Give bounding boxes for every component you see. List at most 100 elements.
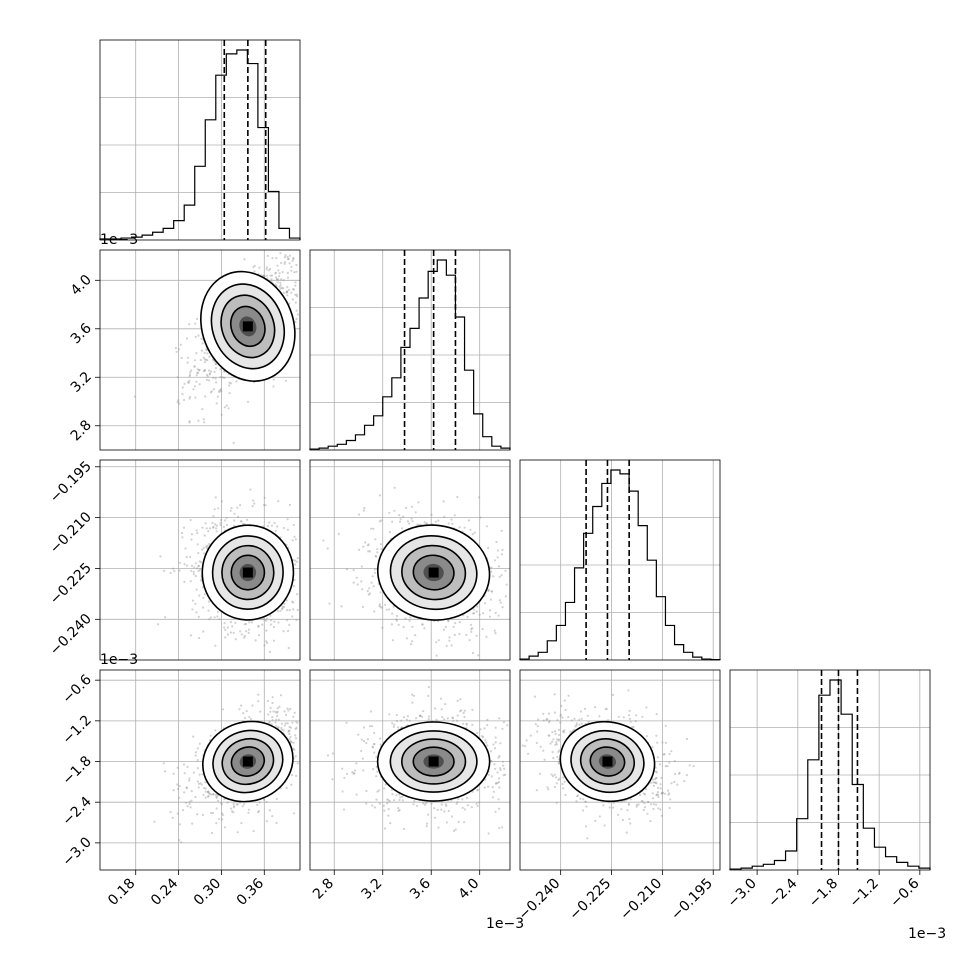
sample-point xyxy=(373,742,376,746)
sample-point xyxy=(361,757,364,760)
sample-point xyxy=(182,526,186,529)
sample-point xyxy=(189,518,192,522)
sample-point xyxy=(379,605,382,609)
sample-point xyxy=(383,827,387,830)
sample-point xyxy=(214,523,217,526)
sample-point xyxy=(257,693,260,696)
sample-point xyxy=(362,769,365,772)
sample-point xyxy=(447,619,450,623)
sample-point xyxy=(163,770,167,773)
sample-point xyxy=(440,808,443,811)
sample-point xyxy=(215,822,218,825)
sample-point xyxy=(494,741,497,744)
sample-point xyxy=(210,390,213,393)
sample-point xyxy=(282,287,285,290)
sample-point xyxy=(501,606,504,609)
sample-point xyxy=(201,813,204,817)
sample-point xyxy=(181,393,184,396)
sample-point xyxy=(287,258,290,261)
sample-point xyxy=(373,610,376,613)
sample-point xyxy=(224,519,227,522)
sample-point xyxy=(213,616,216,619)
sample-point xyxy=(235,380,238,383)
sample-point xyxy=(278,285,281,288)
sample-point xyxy=(491,786,494,789)
sample-point xyxy=(378,520,381,523)
sample-point xyxy=(381,626,384,629)
sample-point xyxy=(491,796,494,799)
sample-point xyxy=(656,741,659,744)
sample-point xyxy=(295,726,298,730)
sample-point xyxy=(391,793,394,796)
sample-point xyxy=(437,639,440,642)
sample-point xyxy=(184,801,188,804)
sample-point xyxy=(494,726,497,729)
sample-point xyxy=(442,628,446,631)
sample-point xyxy=(191,822,194,825)
sample-point xyxy=(471,708,474,712)
sample-point xyxy=(486,718,489,722)
sample-point xyxy=(198,368,201,371)
sample-point xyxy=(556,755,559,759)
sample-point xyxy=(452,719,455,722)
sample-point xyxy=(272,378,275,381)
sample-point xyxy=(493,629,496,632)
sample-point xyxy=(395,618,398,621)
sample-point xyxy=(262,274,265,277)
sample-point xyxy=(421,623,424,626)
sample-point xyxy=(404,617,407,620)
sample-point xyxy=(371,804,374,807)
sample-point xyxy=(183,772,186,775)
sample-point xyxy=(493,747,497,750)
sample-point xyxy=(362,740,365,743)
sample-point xyxy=(176,401,179,404)
sample-point xyxy=(557,750,560,754)
sample-point xyxy=(562,787,565,790)
sample-point xyxy=(192,771,195,774)
sample-point xyxy=(212,376,215,379)
sample-point xyxy=(193,365,196,368)
sample-point xyxy=(248,715,251,719)
sample-point xyxy=(247,628,251,631)
sample-point xyxy=(189,395,192,399)
sample-point xyxy=(416,523,419,526)
sample-point xyxy=(192,573,195,576)
sample-point xyxy=(276,710,279,713)
sample-point xyxy=(190,533,194,536)
sample-point xyxy=(205,348,208,351)
sample-point xyxy=(450,815,454,818)
sample-point xyxy=(390,623,393,626)
sample-point xyxy=(401,795,404,798)
sample-point xyxy=(294,538,297,541)
sample-point xyxy=(536,725,539,728)
sample-point xyxy=(271,716,274,719)
sample-point xyxy=(211,811,215,815)
sample-point xyxy=(296,593,299,596)
sample-point xyxy=(487,785,490,788)
sample-point xyxy=(193,365,196,368)
sample-point xyxy=(459,698,462,701)
sample-point xyxy=(274,721,277,724)
sample-point xyxy=(639,793,642,797)
sample-point xyxy=(374,538,377,541)
sample-point xyxy=(435,654,438,657)
sample-point xyxy=(360,749,363,753)
sample-point xyxy=(444,625,447,629)
sample-point xyxy=(282,630,285,633)
sample-point xyxy=(660,814,664,818)
sample-point xyxy=(172,789,175,792)
sample-point xyxy=(368,592,371,595)
histogram-panel-3 xyxy=(519,459,721,661)
sample-point xyxy=(189,634,192,637)
sample-point xyxy=(391,612,394,615)
sample-point xyxy=(279,287,282,290)
sample-point xyxy=(411,701,414,704)
sample-point xyxy=(373,751,376,754)
sample-point xyxy=(561,782,564,786)
sample-point xyxy=(200,579,203,582)
sample-point xyxy=(209,370,213,373)
sample-point xyxy=(225,404,228,407)
sample-point xyxy=(585,805,588,808)
sample-point xyxy=(177,348,180,351)
sample-point xyxy=(205,545,208,548)
